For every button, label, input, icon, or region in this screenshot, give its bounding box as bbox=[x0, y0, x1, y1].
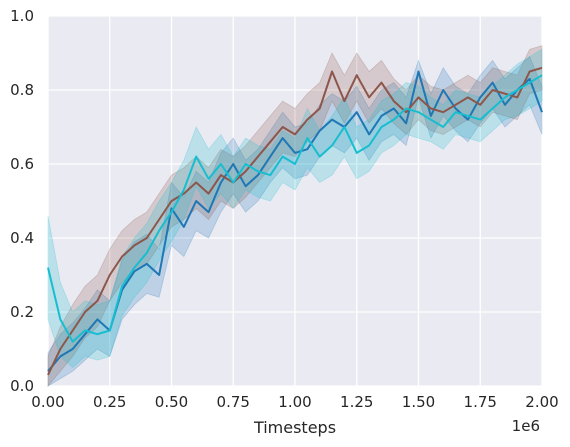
y-tick-label: 1.0 bbox=[10, 7, 34, 25]
x-tick-label: 0.75 bbox=[217, 393, 250, 411]
y-tick-labels: 0.0 0.2 0.4 0.6 0.8 1.0 bbox=[10, 7, 34, 395]
x-tick-labels: 0.00 0.25 0.50 0.75 1.00 1.25 1.50 1.75 2.00 bbox=[31, 393, 558, 411]
y-tick-label: 0.2 bbox=[10, 303, 34, 321]
x-tick-label: 2.00 bbox=[525, 393, 558, 411]
grid-lines bbox=[47, 15, 543, 387]
y-tick-label: 0.0 bbox=[10, 377, 34, 395]
x-tick-label: 0.50 bbox=[155, 393, 188, 411]
x-axis-label: Timesteps bbox=[253, 418, 336, 437]
x-tick-label: 1.75 bbox=[464, 393, 497, 411]
y-tick-label: 0.6 bbox=[10, 155, 34, 173]
y-tick-label: 0.8 bbox=[10, 81, 34, 99]
series-2-line bbox=[47, 74, 543, 343]
x-axis-offset-label: 1e6 bbox=[512, 417, 540, 435]
y-tick-label: 0.4 bbox=[10, 229, 34, 247]
series-2-band bbox=[47, 48, 543, 369]
series-0-line bbox=[47, 70, 543, 372]
x-tick-label: 0.25 bbox=[93, 393, 126, 411]
x-tick-label: 1.50 bbox=[402, 393, 435, 411]
series-1-band bbox=[47, 45, 543, 388]
x-tick-label: 0.00 bbox=[31, 393, 64, 411]
series-lines bbox=[47, 66, 543, 376]
x-tick-label: 1.25 bbox=[340, 393, 373, 411]
x-tick-label: 1.00 bbox=[278, 393, 311, 411]
series-1-line bbox=[47, 66, 543, 376]
